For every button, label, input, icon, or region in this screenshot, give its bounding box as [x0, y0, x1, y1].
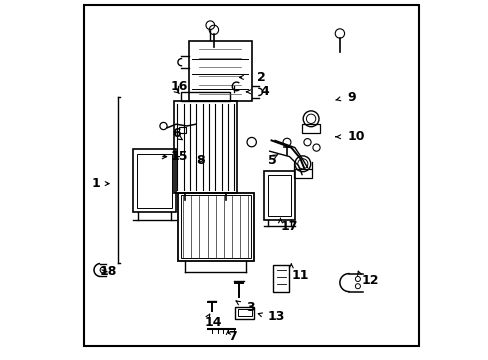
Bar	[133, 149, 176, 212]
Text: 13: 13	[267, 310, 285, 323]
Bar	[235, 307, 254, 319]
Text: 18: 18	[100, 265, 117, 278]
Bar	[178, 193, 253, 261]
Text: 2: 2	[257, 71, 265, 84]
Text: 4: 4	[260, 85, 269, 98]
Text: 3: 3	[246, 301, 254, 314]
Bar	[302, 124, 320, 133]
Text: 8: 8	[196, 154, 204, 167]
Text: 17: 17	[280, 220, 297, 233]
Bar	[181, 92, 230, 101]
Text: 1: 1	[91, 177, 100, 190]
Bar	[179, 127, 186, 133]
Text: 9: 9	[346, 91, 355, 104]
Text: 6: 6	[172, 127, 181, 140]
Bar	[293, 169, 311, 178]
Text: 11: 11	[291, 269, 308, 282]
Text: 12: 12	[361, 274, 378, 287]
Text: 14: 14	[204, 316, 222, 329]
Bar	[273, 265, 289, 292]
Text: 15: 15	[170, 150, 188, 163]
Bar	[174, 101, 237, 193]
Text: 10: 10	[346, 130, 364, 143]
Bar	[137, 154, 171, 208]
Text: 7: 7	[228, 330, 237, 343]
Bar	[264, 171, 294, 220]
Text: 5: 5	[267, 154, 276, 167]
Bar	[237, 309, 251, 316]
Bar	[181, 195, 250, 258]
Bar	[188, 41, 251, 101]
Text: 16: 16	[170, 80, 188, 93]
Bar	[267, 175, 291, 216]
